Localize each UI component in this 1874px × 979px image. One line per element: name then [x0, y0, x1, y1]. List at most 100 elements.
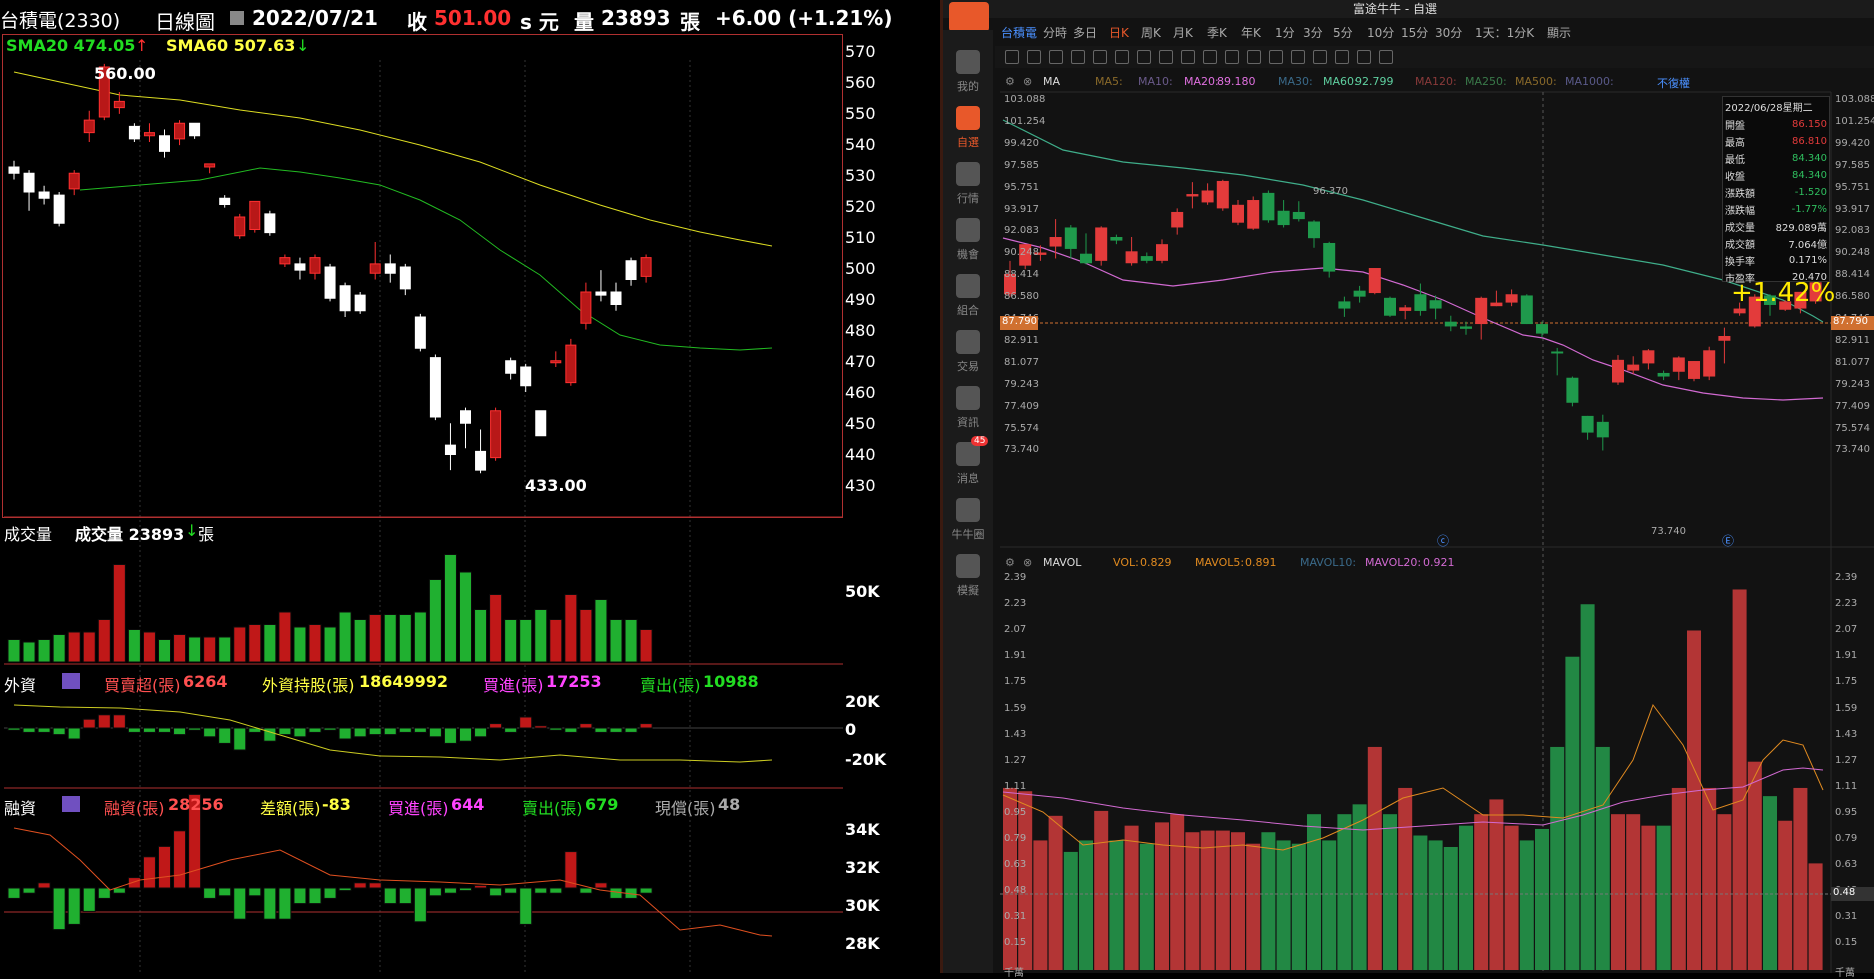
candle-body: [1064, 227, 1077, 249]
period-tab[interactable]: 分時: [1043, 26, 1068, 40]
volume-bar: [1443, 846, 1458, 970]
drawing-tool-icon[interactable]: [1049, 50, 1063, 64]
sidebar-item[interactable]: 資訊: [943, 386, 993, 430]
drawing-tool-icon[interactable]: [1181, 50, 1195, 64]
foreign-bar: [519, 716, 533, 729]
drawing-tool-icon[interactable]: [1137, 50, 1151, 64]
period-tab[interactable]: 1天：1分K: [1475, 26, 1535, 40]
period-tab[interactable]: 周K: [1141, 26, 1161, 40]
drawing-tool-icon[interactable]: [1225, 50, 1239, 64]
drawing-tool-icon[interactable]: [1027, 50, 1041, 64]
period-tab[interactable]: 台積電: [1001, 26, 1038, 40]
period-tab[interactable]: 月K: [1173, 26, 1193, 40]
list-icon[interactable]: [62, 673, 80, 689]
price-tick: 77.409: [1004, 400, 1039, 412]
candle-body: [429, 357, 441, 418]
drawing-tool-icon[interactable]: [1313, 50, 1327, 64]
ma20-value: 89.180: [1217, 75, 1256, 88]
drawing-tool-icon[interactable]: [1005, 50, 1019, 64]
volume-bar: [1519, 840, 1534, 970]
sidebar-item[interactable]: 牛牛圈: [943, 498, 993, 542]
foreign-bar: [564, 727, 578, 733]
drawing-tool-icon[interactable]: [1269, 50, 1283, 64]
period-label[interactable]: 日線圖: [155, 10, 215, 34]
period-tab[interactable]: 5分: [1333, 26, 1353, 40]
period-tab[interactable]: 日K: [1109, 26, 1129, 40]
volume-bar: [22, 641, 36, 663]
period-tab[interactable]: 3分: [1303, 26, 1323, 40]
sidebar-item[interactable]: 自選: [943, 106, 993, 150]
period-tab[interactable]: 15分: [1401, 26, 1429, 40]
foreign-bar: [308, 727, 322, 733]
margin-bar: [459, 887, 472, 892]
drawing-tool-icon[interactable]: [1247, 50, 1261, 64]
foreign-bar: [639, 723, 653, 729]
period-tab[interactable]: 年K: [1241, 26, 1261, 40]
volume-tick: 1.59: [1835, 702, 1858, 714]
sidebar-item[interactable]: 我的: [943, 50, 993, 94]
period-tab[interactable]: 1分: [1275, 26, 1295, 40]
candle-body: [1125, 251, 1138, 264]
list-icon[interactable]: [62, 796, 80, 812]
drawing-tool-icon[interactable]: [1291, 50, 1305, 64]
drawing-tool-icon[interactable]: [1071, 50, 1085, 64]
price-tick: 101.254: [1004, 115, 1046, 127]
vol-value: 0.829: [1140, 556, 1172, 569]
sidebar-item[interactable]: 交易: [943, 330, 993, 374]
sidebar-item[interactable]: 行情: [943, 162, 993, 206]
adjust-button[interactable]: 不復權: [1657, 77, 1690, 90]
foreign-bar: [82, 718, 96, 729]
event-marker-icon[interactable]: ⓒ: [1437, 534, 1450, 548]
drawing-tool-icon[interactable]: [1379, 50, 1393, 64]
sidebar-item[interactable]: 機會: [943, 218, 993, 262]
foreign-net-value: 6264: [183, 672, 228, 691]
candle-body: [128, 125, 140, 140]
volume-bar: [1778, 820, 1793, 970]
close-icon[interactable]: ⊗: [1023, 556, 1033, 569]
candle-body: [399, 266, 411, 290]
drawing-tool-icon[interactable]: [1357, 50, 1371, 64]
settings-icon[interactable]: ⚙: [1005, 556, 1015, 569]
period-tab[interactable]: 30分: [1435, 26, 1463, 40]
price-tick: 101.254: [1835, 115, 1874, 127]
futu-logo-icon[interactable]: [949, 2, 989, 32]
margin-balance-line: [13, 827, 773, 937]
candle-body: [38, 191, 50, 199]
event-marker-icon[interactable]: Ⓔ: [1722, 534, 1735, 548]
period-tab[interactable]: 顯示: [1547, 26, 1572, 40]
period-tab[interactable]: 10分: [1367, 26, 1395, 40]
ma-label[interactable]: MA: [1043, 75, 1061, 88]
close-icon[interactable]: ⊗: [1023, 75, 1033, 88]
drawing-tool-icon[interactable]: [1335, 50, 1349, 64]
foreign-bar: [7, 727, 21, 731]
period-tab[interactable]: 多日: [1073, 26, 1098, 40]
drawing-tool-icon[interactable]: [1093, 50, 1107, 64]
candle-body: [1551, 351, 1564, 354]
settings-icon[interactable]: ⚙: [1005, 75, 1015, 88]
drawing-tool-icon[interactable]: [1203, 50, 1217, 64]
volume-bar: [1018, 791, 1033, 970]
foreign-bar: [443, 727, 457, 744]
sidebar-item[interactable]: 消息 45: [943, 436, 993, 486]
volume-bar: [173, 634, 187, 663]
sidebar-item[interactable]: 組合: [943, 274, 993, 318]
candle-body: [143, 132, 155, 137]
volume-bar: [564, 594, 578, 663]
futu-volume-bars: [1003, 589, 1823, 970]
drawing-tool-icon[interactable]: [1159, 50, 1173, 64]
info-row: 漲跌額 -1.520: [1723, 184, 1829, 201]
volume-bar: [1231, 832, 1245, 970]
mavol-label[interactable]: MAVOL: [1043, 556, 1082, 569]
foreign-bar: [504, 727, 518, 733]
margin-bar: [188, 793, 202, 889]
drawing-tool-icon[interactable]: [1115, 50, 1129, 64]
sidebar-item[interactable]: 模擬: [943, 554, 993, 598]
price-tick: 82.911: [1835, 334, 1870, 346]
foreign-hold-label: 外資持股(張): [262, 676, 355, 695]
foreign-title: 外資: [4, 676, 37, 695]
volume-bar: [624, 619, 638, 663]
sidebar-icon: [956, 50, 980, 74]
foreign-bar: [413, 727, 427, 733]
dropdown-icon[interactable]: [230, 11, 244, 25]
period-tab[interactable]: 季K: [1207, 26, 1227, 40]
